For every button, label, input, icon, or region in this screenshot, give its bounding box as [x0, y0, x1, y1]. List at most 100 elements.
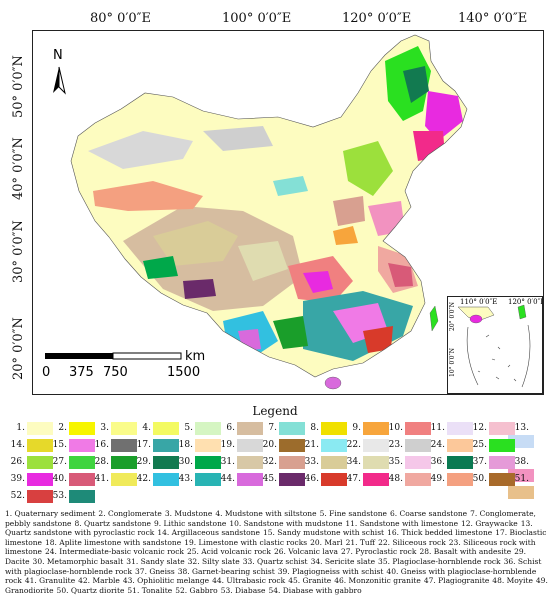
legend-swatch-number: 35.: [388, 457, 403, 467]
legend-swatch-item: 5.: [172, 422, 221, 435]
legend-swatch-number: 21.: [304, 440, 319, 450]
legend-swatch-number: 34.: [346, 457, 361, 467]
legend-color-swatch: [363, 439, 389, 452]
legend-lithology-entry: 35. Plagioclase-hornblende rock: [378, 556, 501, 566]
legend-color-swatch: [153, 456, 179, 469]
legend-lithology-entry: 26. Volcanic lava: [273, 547, 338, 557]
legend-swatch-item: 30.: [172, 456, 221, 469]
legend-swatch-number: 42.: [136, 474, 151, 484]
legend-swatch-item: 6.: [214, 422, 263, 435]
legend-swatch-item: 18.: [172, 439, 221, 452]
legend-lithology-entry: 46. Monzonitic granite: [334, 576, 421, 586]
legend-lithology-entry: 45. Granite: [288, 576, 332, 586]
legend-lithology-entry: 38. Garnet-bearing schist: [177, 566, 275, 576]
legend-swatch-number: 19.: [220, 440, 235, 450]
legend-swatch-item: 25.: [466, 439, 515, 452]
legend-color-swatch: [111, 456, 137, 469]
legend-lithology-entry: 30. Metamorphic basalt: [32, 556, 124, 566]
legend-color-swatch: [279, 456, 305, 469]
legend-swatch-number: 18.: [178, 440, 193, 450]
legend-swatch-number: 26.: [10, 457, 25, 467]
legend-swatch-number: 15.: [52, 440, 67, 450]
legend-lithology-entry: 19. Limestone with clastic rocks: [184, 537, 308, 547]
legend-color-swatch: [111, 473, 137, 486]
legend-lithology-entry: 39. Plagiogneiss with schist: [277, 566, 384, 576]
legend-lithology-entry: 29. Dacite: [5, 547, 527, 566]
legend-lithology-entry: 12. Graywacke: [461, 518, 518, 528]
inset-longitude-label: 110° 0′0″E: [460, 298, 497, 306]
legend-lithology-entry: 37. Gneiss: [135, 566, 175, 576]
legend-swatch-item: 26.: [4, 456, 53, 469]
legend-color-swatch: [153, 439, 179, 452]
legend-swatch-number: 13.: [514, 423, 529, 433]
legend-lithology-entry: 18. Aplite limestone with sandstone: [45, 537, 182, 547]
legend-swatch-number: 46.: [304, 474, 319, 484]
legend-color-swatch: [153, 473, 179, 486]
longitude-label: 120° 0′0″E: [342, 11, 412, 26]
legend-swatch-item: 39.: [4, 473, 53, 486]
latitude-label: 40° 0′0″N: [11, 137, 26, 200]
legend-lithology-entry: 9. Lithic sandstone: [154, 518, 227, 528]
legend-swatch-item: 12.: [466, 422, 515, 435]
legend-color-swatch: [363, 456, 389, 469]
china-lithology-map: N km 0 375 750 1500: [42, 34, 468, 390]
legend-swatch-number: 49.: [430, 474, 445, 484]
legend-lithology-entry: 1. Quaternary sediment: [5, 509, 96, 518]
latitude-label: 20° 0′0″N: [11, 317, 26, 380]
legend-lithology-entry: 28. Basalt with andesite: [419, 547, 512, 557]
legend-color-swatch: [69, 422, 95, 435]
legend-color-swatch: [447, 473, 473, 486]
legend-swatch-item: 50.: [466, 473, 515, 486]
legend-swatch-item: 36.: [424, 456, 473, 469]
legend-lithology-entry: 6. Coarse sandstone: [389, 509, 468, 518]
legend-swatch-item: 32.: [256, 456, 305, 469]
legend-swatch-item: 43.: [172, 473, 221, 486]
legend-swatch-item: 53.: [46, 490, 95, 503]
legend-lithology-entry: 44. Ultrabasic rock: [212, 576, 286, 586]
legend-color-swatch: [508, 486, 534, 499]
legend-color-swatch: [321, 456, 347, 469]
legend-swatch-item: 49.: [424, 473, 473, 486]
legend-swatch-number: 24.: [430, 440, 445, 450]
legend-color-swatch: [321, 439, 347, 452]
legend-lithology-entry: 2. Conglomerate: [98, 509, 162, 518]
legend-swatch-item: 46.: [298, 473, 347, 486]
legend-lithology-entry: 52. Gabbro: [175, 585, 218, 595]
legend-swatch-number: 6.: [226, 423, 235, 433]
legend-lithology-entry: 50. Quartz diorite: [56, 585, 125, 595]
legend-swatch-item: 34.: [340, 456, 389, 469]
legend-lithology-entry: 32. Silty slate: [187, 556, 240, 566]
legend-title: Legend: [252, 404, 298, 418]
inset-longitude-label: 120° 0′0″E: [508, 298, 543, 306]
legend-lithology-entry: 51. Tonalite: [127, 585, 173, 595]
legend-lithology-entry: 13. Quartz sandstone with pyroclastic ro…: [5, 518, 533, 538]
legend-lithology-entry: 15. Sandy mudstone with schist: [262, 528, 385, 538]
legend-lithology-entry: 3. Mudstone: [164, 509, 213, 518]
legend-swatch-item: 11.: [424, 422, 473, 435]
legend-color-swatch: [27, 439, 53, 452]
legend-swatch-number: 30.: [178, 457, 193, 467]
legend-swatch-item: 7.: [256, 422, 305, 435]
legend-lithology-entry: 10. Sandstone with mudstone: [229, 518, 343, 528]
legend-lithology-entry: 34. Sericite slate: [310, 556, 376, 566]
legend-swatch-item: 27.: [46, 456, 95, 469]
legend-color-swatch: [405, 439, 431, 452]
legend-swatch-item: 20.: [256, 439, 305, 452]
legend-swatch-item: 15.: [46, 439, 95, 452]
hainan-island: [324, 376, 342, 390]
legend-lithology-entry: 43. Ophiolitic melange: [122, 576, 210, 586]
legend-swatch-item: 19.: [214, 439, 263, 452]
legend-lithology-entry: 14. Argillaceous sandstone: [157, 528, 260, 538]
legend-color-swatch: [111, 439, 137, 452]
legend-swatch-item: 14.: [4, 439, 53, 452]
legend-color-swatch: [237, 473, 263, 486]
legend-color-swatch: [321, 473, 347, 486]
legend-swatch-item: 22.: [340, 439, 389, 452]
legend-swatch-item: 4.: [130, 422, 179, 435]
legend-color-swatch: [447, 422, 473, 435]
legend-swatch-item: 13.: [508, 422, 550, 448]
legend-color-swatch: [69, 456, 95, 469]
legend-swatch-number: 27.: [52, 457, 67, 467]
legend-color-swatch: [111, 422, 137, 435]
legend-swatch-number: 48.: [388, 474, 403, 484]
